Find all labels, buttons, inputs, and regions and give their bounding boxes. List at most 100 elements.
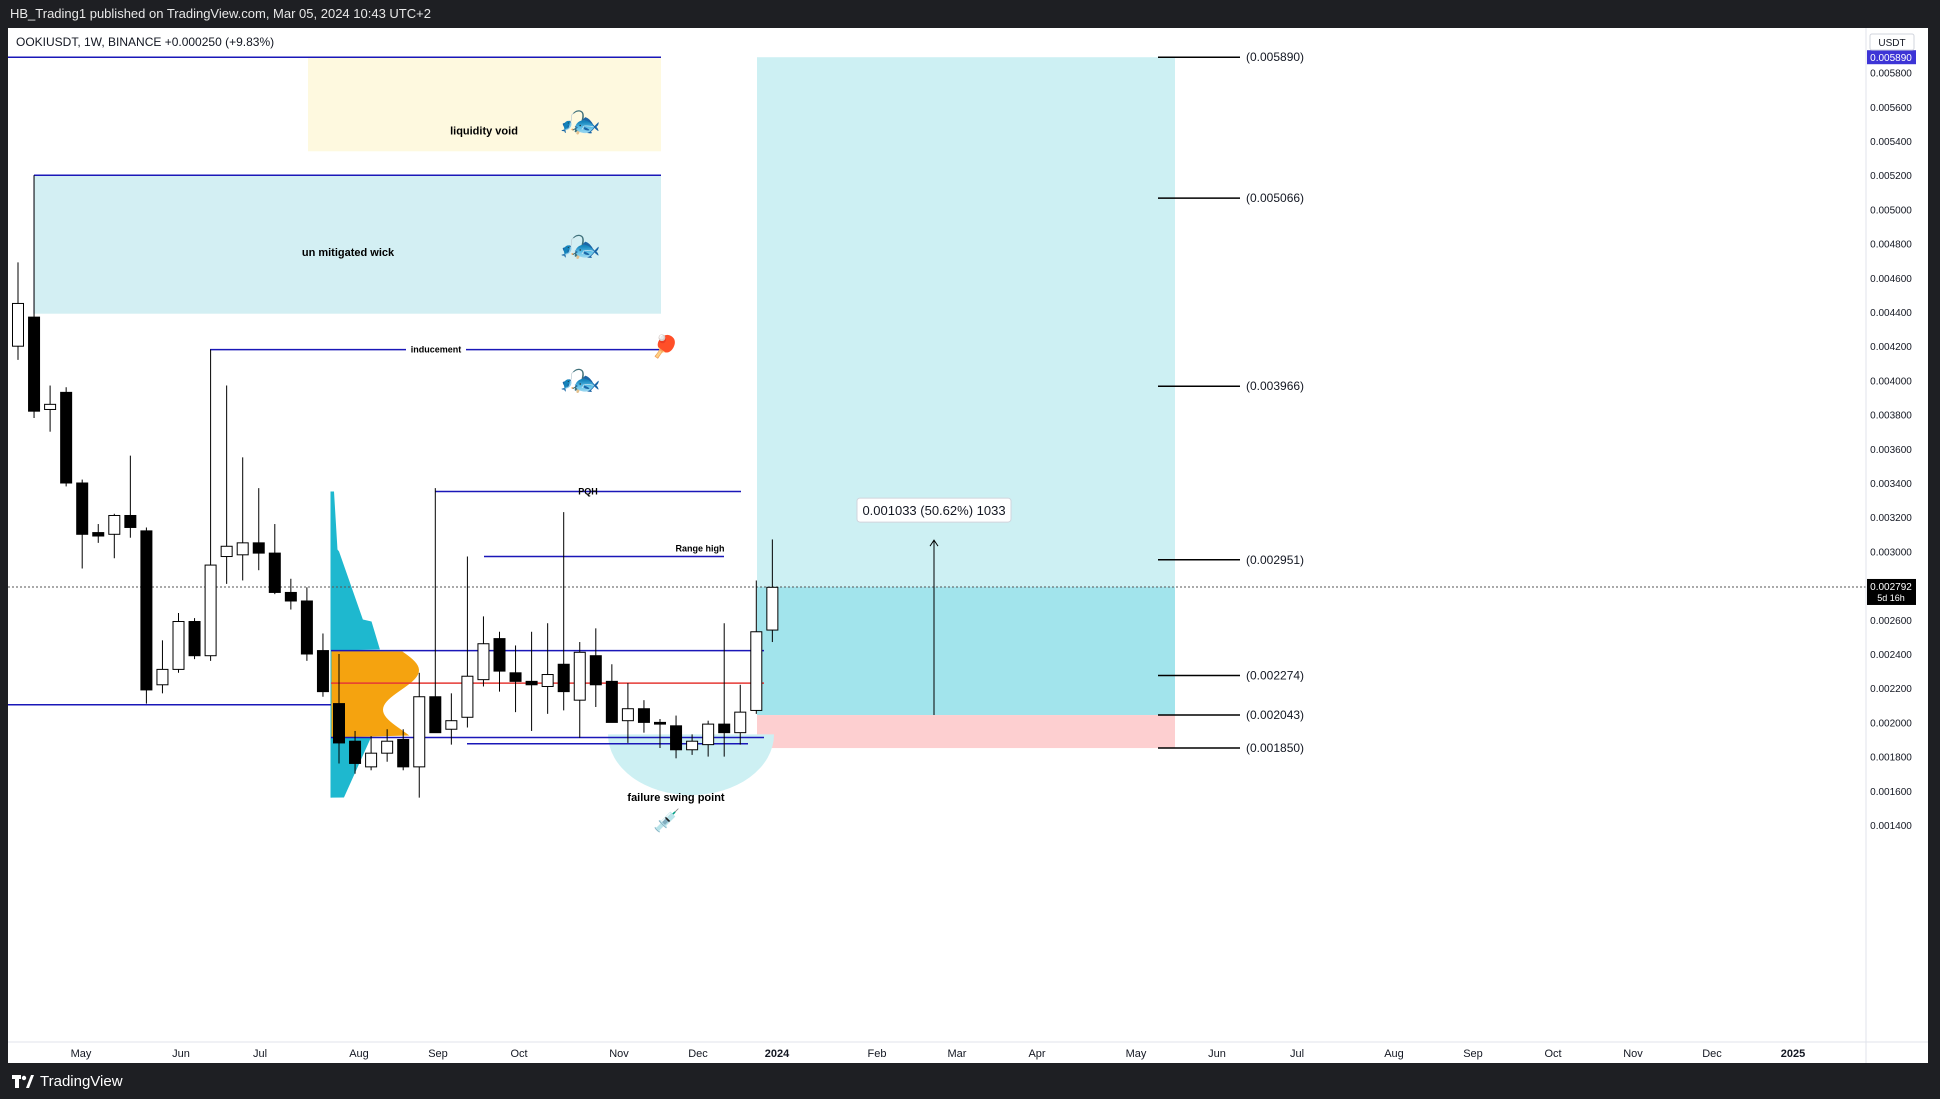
candle	[589, 628, 602, 708]
time-tick-label: Feb	[868, 1048, 887, 1060]
tradingview-logo[interactable]: TradingView	[12, 1073, 123, 1090]
candle-body	[333, 703, 345, 744]
failure-swing-arc	[608, 734, 774, 796]
candle-body	[60, 391, 73, 484]
fib-level-label: (0.005066)	[1246, 191, 1304, 205]
candle	[525, 631, 538, 731]
fishing-rod-icon: 🎣	[559, 233, 586, 260]
candle	[493, 631, 506, 692]
candle	[686, 734, 699, 755]
candle	[573, 642, 586, 738]
price-tick-label: 0.002400	[1870, 650, 1912, 661]
pqh-label: PQH	[578, 487, 598, 497]
annotations-layer: 0.001033 (50.62%) 1033 liquidity void un m…	[302, 108, 1012, 833]
liquidity-void-label: liquidity void	[450, 126, 518, 138]
candle-body	[605, 680, 618, 723]
candle	[445, 693, 458, 745]
time-tick-label: Jun	[172, 1048, 190, 1060]
candle	[461, 556, 474, 728]
volume-profile-value-area	[331, 650, 419, 738]
measure-box	[856, 497, 1012, 523]
price-tick-label: 0.005000	[1870, 205, 1912, 216]
candle	[637, 700, 650, 733]
candle-body	[413, 696, 426, 768]
candle-body	[573, 651, 586, 701]
candle	[381, 729, 394, 762]
candle-body	[236, 542, 249, 556]
price-tick-label: 0.003200	[1870, 513, 1912, 524]
candle	[509, 645, 522, 713]
price-tick-label: 0.005600	[1870, 103, 1912, 114]
candle	[252, 488, 265, 571]
candle	[28, 175, 41, 419]
candle-body	[92, 532, 105, 537]
price-tick-label: 0.005200	[1870, 171, 1912, 182]
candle-body	[140, 530, 153, 691]
time-tick-label: Dec	[688, 1048, 708, 1060]
inducement-label-bg	[406, 342, 466, 355]
zones-layer	[34, 57, 1175, 796]
candle	[557, 512, 570, 711]
top-price-badge	[1867, 50, 1916, 65]
time-tick-label: Nov	[609, 1048, 629, 1060]
time-tick-label: Aug	[349, 1048, 369, 1060]
inducement-label: inducement	[411, 345, 462, 355]
candle-body	[750, 631, 763, 711]
candle	[220, 385, 233, 584]
price-tick-label: 0.001400	[1870, 821, 1912, 832]
stop-zone	[757, 715, 1175, 749]
candle	[718, 623, 731, 757]
currency-box[interactable]: USDT	[1869, 33, 1915, 51]
candle	[397, 729, 410, 771]
liquidity-void-zone	[308, 57, 661, 152]
time-tick-label: Sep	[428, 1048, 448, 1060]
candle-body	[284, 591, 297, 602]
candle-body	[445, 720, 458, 730]
candle	[284, 578, 297, 610]
candle-body	[300, 600, 313, 655]
candle	[236, 457, 249, 581]
candle	[204, 349, 217, 661]
time-tick-label: Aug	[1384, 1048, 1404, 1060]
failure-swing-label: failure swing point	[627, 792, 725, 804]
time-tick-label: May	[71, 1048, 92, 1060]
time-tick-label: Jul	[1290, 1048, 1304, 1060]
candle	[750, 580, 763, 714]
range-high-label: Range high	[676, 544, 725, 554]
price-tick-label: 0.003800	[1870, 411, 1912, 422]
candle	[605, 664, 618, 723]
price-tick-label: 0.004000	[1870, 376, 1912, 387]
candle-body	[621, 708, 634, 722]
chart-svg[interactable]: (0.005890) (0.005066) (0.003966) (0.002951)…	[8, 28, 1928, 1063]
candle-body	[493, 638, 506, 672]
candle	[140, 527, 153, 704]
candle-body	[268, 552, 281, 593]
current-price-badge	[1867, 578, 1916, 605]
candle	[365, 736, 378, 771]
price-tick-label: 0.004800	[1870, 240, 1912, 251]
chart-area[interactable]: (0.005890) (0.005066) (0.003966) (0.002951)…	[8, 28, 1928, 1063]
candle	[349, 730, 362, 774]
candle	[766, 539, 779, 643]
candle	[621, 683, 634, 743]
price-tick-label: 0.005400	[1870, 137, 1912, 148]
candle-body	[188, 621, 201, 657]
fib-level-label: (0.003966)	[1246, 379, 1304, 393]
top-price-badge-label: 0.005890	[1870, 53, 1912, 64]
currency-label: USDT	[1878, 38, 1905, 49]
price-tick-label: 0.003400	[1870, 479, 1912, 490]
candle	[670, 715, 683, 759]
price-tick-label: 0.002000	[1870, 718, 1912, 729]
candle-body	[172, 621, 185, 670]
candles-layer	[12, 175, 779, 798]
volume-profile	[330, 491, 419, 798]
candle	[60, 387, 73, 487]
fish-icon: 🐟	[573, 112, 600, 137]
candle-body	[76, 482, 89, 535]
tradingview-brand: TradingView	[40, 1073, 123, 1090]
candle	[702, 720, 715, 757]
candle	[429, 488, 442, 734]
price-tick-label: 0.003600	[1870, 445, 1912, 456]
candle-body	[220, 545, 233, 558]
time-tick-label: Dec	[1702, 1048, 1722, 1060]
